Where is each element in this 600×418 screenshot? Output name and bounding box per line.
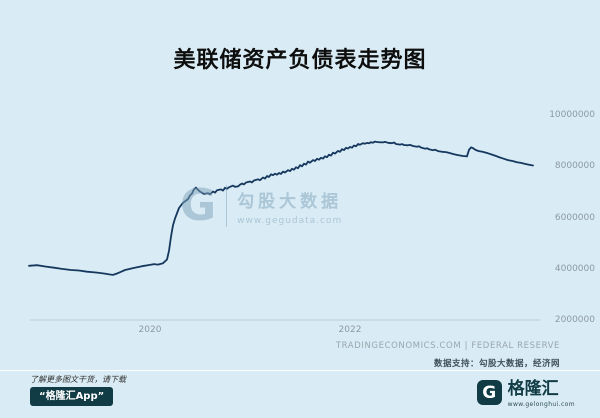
- brand-url: www.gelonghui.com: [507, 400, 575, 408]
- app-download-button[interactable]: “格隆汇App”: [30, 387, 114, 406]
- gelonghui-brand-logo[interactable]: G 格隆汇 www.gelonghui.com: [476, 379, 575, 408]
- x-axis-tick-label: 2020: [138, 325, 162, 335]
- brand-text-column: 格隆汇 www.gelonghui.com: [507, 379, 575, 408]
- balance-sheet-series-line: [28, 140, 534, 276]
- y-axis-tick-label: 8000000: [554, 161, 595, 172]
- footer-divider: [0, 370, 600, 371]
- x-axis-tick-label: 2022: [338, 325, 362, 335]
- footer-promo-text: 了解更多图文干货，请下载: [30, 375, 126, 384]
- data-source-text: TRADINGECONOMICS.COM | FEDERAL RESERVE: [335, 341, 560, 351]
- brand-name: 格隆汇: [507, 379, 559, 399]
- x-axis-tick-labels: 2020 2022: [0, 325, 600, 339]
- y-axis-tick-label: 2000000: [554, 315, 595, 325]
- gelonghui-g-icon: G: [476, 380, 502, 405]
- y-axis-tick-label: 4000000: [554, 263, 595, 274]
- y-axis-tick-label: 10000000: [549, 110, 595, 120]
- data-support-text: 数据支持：勾股大数据，经济网: [433, 359, 560, 369]
- y-axis-tick-label: 6000000: [554, 212, 595, 223]
- y-axis-tick-labels: 10000000 8000000 6000000 4000000 2000000: [525, 0, 595, 340]
- page-title: 美联储资产负债表走势图: [173, 48, 427, 73]
